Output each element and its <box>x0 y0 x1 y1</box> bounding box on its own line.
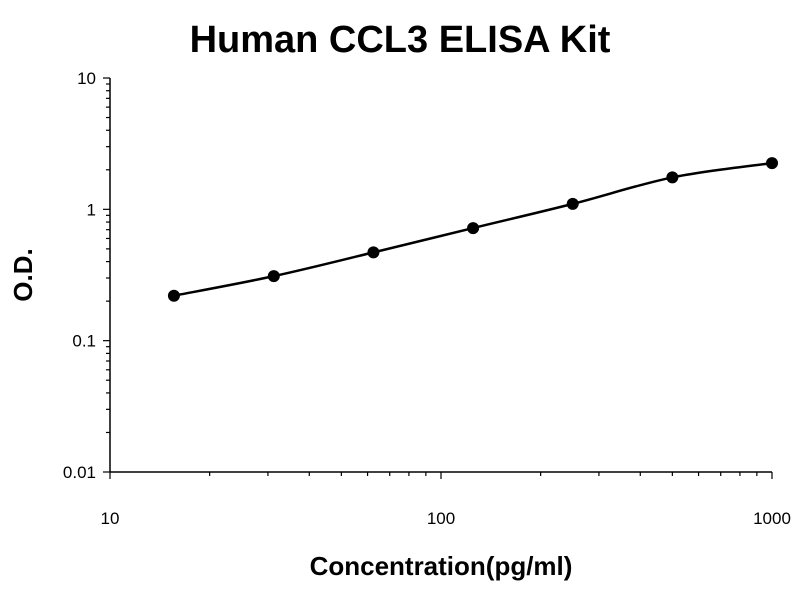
x-tick-label: 100 <box>427 509 455 528</box>
x-tick-label: 1000 <box>753 509 791 528</box>
y-ticks <box>103 77 110 473</box>
data-point <box>766 157 778 170</box>
data-point <box>367 246 380 259</box>
data-point <box>267 270 280 283</box>
x-axis-title: Concentration(pg/ml) <box>310 551 573 581</box>
x-ticks <box>109 472 773 479</box>
y-tick-label: 10 <box>77 69 96 88</box>
y-tick-label: 0.01 <box>63 463 96 482</box>
x-tick-labels: 10 100 1000 <box>101 509 791 528</box>
y-tick-label: 1 <box>87 200 96 219</box>
data-point <box>467 222 480 235</box>
x-tick-label: 10 <box>101 509 120 528</box>
data-point <box>666 171 679 184</box>
y-axis-title: O.D. <box>8 248 38 301</box>
axes <box>109 78 772 473</box>
data-points <box>167 157 778 302</box>
y-tick-labels: 0.01 0.1 1 10 <box>63 69 96 482</box>
data-point <box>167 289 180 302</box>
data-point <box>566 197 579 210</box>
y-tick-label: 0.1 <box>72 332 96 351</box>
chart-title: Human CCL3 ELISA Kit <box>190 19 611 61</box>
